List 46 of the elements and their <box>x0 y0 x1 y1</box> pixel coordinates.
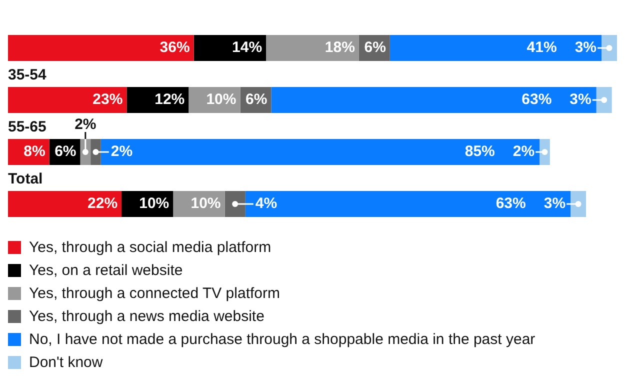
data-label: 6% <box>246 91 268 108</box>
data-label: 63% <box>496 195 526 212</box>
data-label: 12% <box>154 91 185 108</box>
bar <box>224 191 246 217</box>
legend-label: Yes, through a connected TV platform <box>29 285 280 302</box>
data-label: 10% <box>206 91 236 108</box>
bar <box>271 87 596 113</box>
y-tick-label: 55-65 <box>8 118 46 136</box>
data-label: 22% <box>88 195 118 212</box>
y-tick-label: Total <box>8 170 43 188</box>
bar <box>266 35 359 61</box>
data-label: 41% <box>526 39 557 56</box>
data-label: 3% <box>570 91 592 108</box>
bar <box>596 87 612 113</box>
data-label: 2% <box>110 143 133 160</box>
data-label: 2% <box>512 143 535 160</box>
legend-label: Yes, through a social media platform <box>29 239 272 256</box>
data-label: 3% <box>544 195 566 212</box>
data-label: 23% <box>92 91 123 108</box>
data-label: 6% <box>54 143 76 160</box>
data-label: 14% <box>232 39 262 56</box>
bar <box>8 35 194 61</box>
data-label: 63% <box>522 91 552 108</box>
legend-label: No, I have not made a purchase through a shoppable media in the past year <box>29 331 536 348</box>
data-label: 36% <box>160 39 190 56</box>
bar <box>8 191 122 217</box>
legend-label: Don't know <box>29 354 103 371</box>
bar <box>194 35 266 61</box>
data-label: 6% <box>364 39 386 56</box>
bar <box>602 35 617 61</box>
data-label: 2% <box>74 116 96 134</box>
legend-label: Yes, on a retail website <box>29 262 183 279</box>
bar <box>100 139 540 165</box>
data-label: 3% <box>574 39 597 56</box>
data-label: 85% <box>464 143 495 160</box>
data-label: 4% <box>255 195 278 212</box>
bar <box>570 191 586 217</box>
bar <box>390 35 602 61</box>
legend-label: Yes, through a news media website <box>29 308 264 325</box>
bar <box>245 191 571 217</box>
bar <box>8 87 127 113</box>
data-label: 10% <box>190 195 221 212</box>
data-label: 8% <box>24 143 46 160</box>
data-label: 18% <box>324 39 355 56</box>
data-label: 10% <box>139 195 170 212</box>
y-tick-label: 35-54 <box>8 66 48 84</box>
